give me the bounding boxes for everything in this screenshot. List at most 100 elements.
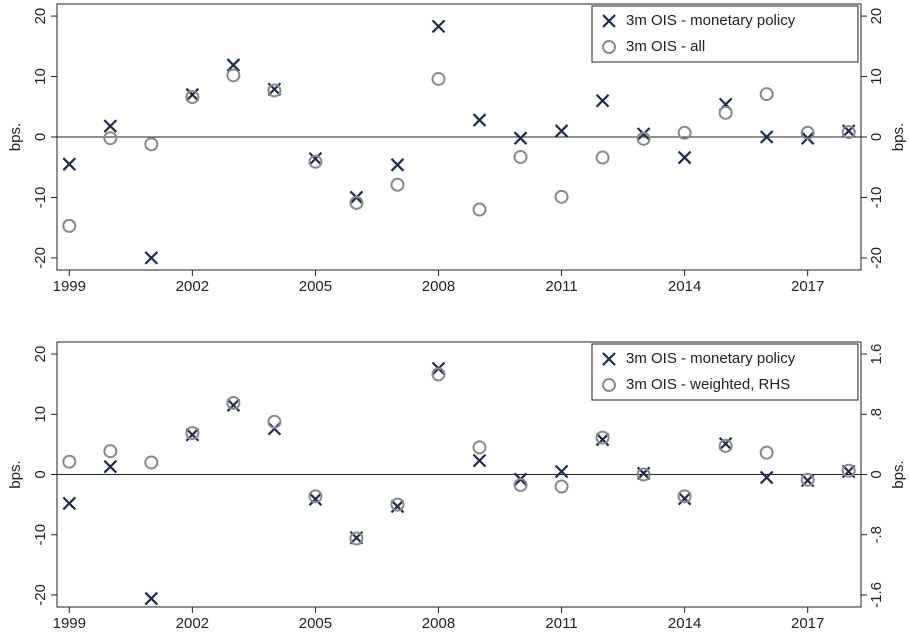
circle-marker xyxy=(636,131,651,146)
x-marker xyxy=(431,19,446,34)
x-marker xyxy=(554,464,569,479)
x-marker xyxy=(554,124,569,138)
circle-marker xyxy=(185,90,200,105)
y2-tick-label: 0 xyxy=(868,133,885,141)
x-tick-label: 2014 xyxy=(668,615,701,632)
y2-tick-label: -10 xyxy=(868,187,885,209)
y2-tick-label: -1.6 xyxy=(868,582,885,608)
circle-marker xyxy=(349,195,364,210)
circle-marker xyxy=(472,440,487,455)
x-tick-label: 2005 xyxy=(299,615,332,632)
series xyxy=(62,68,856,233)
circle-marker xyxy=(144,137,159,152)
y2-tick-label: 1.6 xyxy=(868,344,885,365)
circle-marker xyxy=(718,438,733,453)
circle-marker xyxy=(595,430,610,445)
legend-marker xyxy=(602,14,616,28)
y-tick-label: 10 xyxy=(32,68,49,85)
x-marker xyxy=(513,131,528,145)
legend-label: 3m OIS - weighted, RHS xyxy=(626,376,790,393)
x-tick-label: 2008 xyxy=(422,278,455,295)
x-marker xyxy=(390,499,405,514)
circle-marker xyxy=(103,444,118,459)
y2-tick-label: -20 xyxy=(868,247,885,269)
y-tick-label: 20 xyxy=(32,8,49,25)
circle-marker xyxy=(185,426,200,441)
circle-marker xyxy=(677,125,692,140)
y-tick-label: 0 xyxy=(32,133,49,141)
x-marker xyxy=(103,459,118,474)
x-marker xyxy=(62,496,77,511)
series xyxy=(62,19,856,265)
circle-marker xyxy=(267,414,282,429)
circle-marker xyxy=(554,189,569,204)
circle-marker xyxy=(226,68,241,83)
x-tick-label: 1999 xyxy=(53,278,86,295)
y2-tick-label: 20 xyxy=(868,8,885,25)
y-tick-label: -10 xyxy=(32,524,49,546)
y2-tick-label: -.8 xyxy=(868,526,885,544)
x-tick-label: 2017 xyxy=(791,615,824,632)
circle-marker xyxy=(759,87,774,102)
x-marker xyxy=(718,437,733,451)
circle-marker xyxy=(841,463,856,478)
legend-box xyxy=(591,343,859,401)
x-marker xyxy=(595,93,610,108)
y-axis-label: bps. xyxy=(7,123,24,151)
x-tick-label: 2014 xyxy=(668,278,701,295)
circle-marker xyxy=(267,83,282,98)
circle-marker xyxy=(390,177,405,192)
x-marker xyxy=(636,127,651,141)
x-marker xyxy=(472,453,487,468)
circle-marker xyxy=(472,202,487,217)
x-marker xyxy=(62,157,77,171)
x-marker xyxy=(677,491,692,506)
y-tick-label: 0 xyxy=(32,470,49,478)
circle-marker xyxy=(349,531,364,546)
y2-tick-label: 10 xyxy=(868,68,885,85)
x-tick-label: 2017 xyxy=(791,278,824,295)
circle-marker xyxy=(431,71,446,86)
x-marker xyxy=(226,58,241,72)
x-marker xyxy=(759,470,774,485)
circle-marker xyxy=(308,489,323,504)
circle-marker xyxy=(431,367,446,382)
circle-marker xyxy=(800,125,815,140)
y-tick-label: -10 xyxy=(32,187,49,209)
circle-marker xyxy=(513,149,528,164)
x-marker xyxy=(103,119,118,133)
x-tick-label: 2011 xyxy=(545,615,577,632)
x-marker xyxy=(144,591,159,606)
x-tick-label: 2005 xyxy=(299,278,332,295)
x-tick-label: 1999 xyxy=(53,615,86,632)
circle-marker xyxy=(800,472,815,487)
circle-marker xyxy=(308,154,323,169)
x-marker xyxy=(677,150,692,165)
circle-marker xyxy=(841,125,856,140)
y-tick-label: 20 xyxy=(32,346,49,363)
circle-marker xyxy=(144,455,159,470)
x-marker xyxy=(308,151,323,166)
x-marker xyxy=(308,492,323,506)
circle-marker xyxy=(62,218,77,233)
circle-marker xyxy=(636,467,651,482)
x-marker xyxy=(390,158,405,172)
legend-label: 3m OIS - monetary policy xyxy=(626,350,796,367)
legend-marker xyxy=(602,378,616,392)
x-tick-label: 2002 xyxy=(176,615,209,632)
circle-marker xyxy=(595,150,610,165)
legend-marker xyxy=(602,40,616,54)
y-tick-label: -20 xyxy=(32,584,49,606)
x-marker xyxy=(226,398,241,413)
legend-box xyxy=(591,5,859,63)
circle-marker xyxy=(390,497,405,512)
x-marker xyxy=(759,130,774,144)
y-tick-label: 10 xyxy=(32,406,49,423)
series xyxy=(62,367,856,546)
x-marker xyxy=(144,251,159,265)
x-tick-label: 2008 xyxy=(422,615,455,632)
x-tick-label: 2002 xyxy=(176,278,209,295)
circle-marker xyxy=(226,395,241,410)
legend-label: 3m OIS - monetary policy xyxy=(626,12,796,29)
